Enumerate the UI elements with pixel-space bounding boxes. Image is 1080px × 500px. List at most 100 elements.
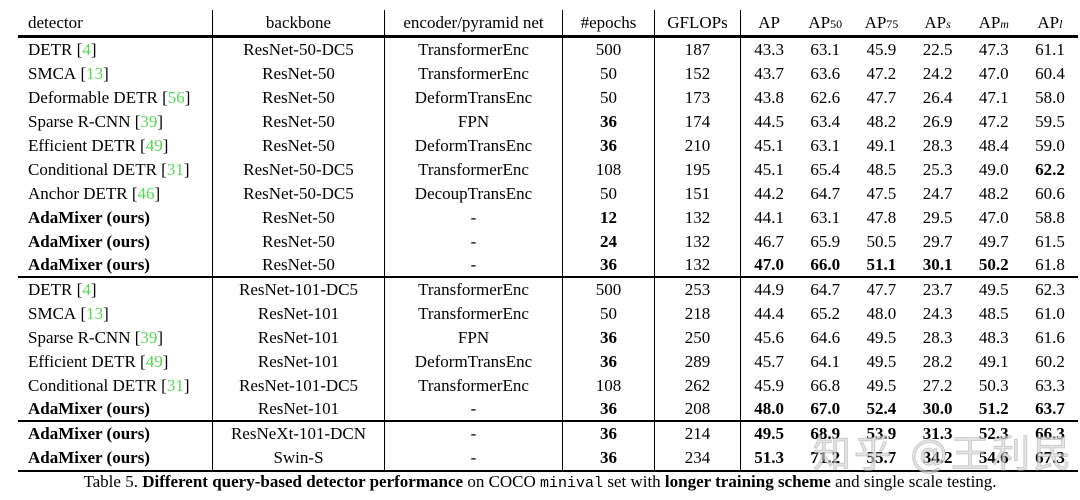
epochs-cell: 500 bbox=[563, 278, 655, 302]
detector-cell: DETR [4] bbox=[18, 278, 213, 302]
metric-cell: 24.2 bbox=[922, 64, 953, 83]
metric-cell: 63.1 bbox=[810, 40, 841, 59]
metric-cell: 61.1 bbox=[1035, 40, 1065, 59]
table-caption: Table 5. Different query-based detector … bbox=[0, 472, 1080, 492]
metric-cell: 24.7 bbox=[922, 184, 953, 203]
epochs-cell: 108 bbox=[563, 374, 655, 398]
ap-label: AP bbox=[758, 12, 780, 32]
metric-cell: 48.5 bbox=[866, 160, 897, 179]
metric-cell: 49.7 bbox=[978, 232, 1009, 251]
detector-cell: Efficient DETR [49] bbox=[18, 350, 213, 374]
backbone-cell: ResNet-101 bbox=[213, 350, 385, 374]
backbone-cell: ResNet-101-DC5 bbox=[213, 374, 385, 398]
encoder-cell: TransformerEnc bbox=[385, 62, 563, 86]
detector-cell: Deformable DETR [56] bbox=[18, 86, 213, 110]
backbone-cell: ResNet-101 bbox=[213, 326, 385, 350]
ap-label: AP bbox=[1037, 12, 1060, 32]
metric-cell: 67.0 bbox=[810, 399, 841, 418]
backbone-cell: Swin-S bbox=[213, 446, 385, 470]
table-header-row: detector backbone encoder/pyramid net #e… bbox=[18, 10, 1078, 38]
metric-cell: 63.1 bbox=[810, 208, 841, 227]
encoder-cell: DeformTransEnc bbox=[385, 350, 563, 374]
table-row: Conditional DETR [31] ResNet-50-DC5 Transf… bbox=[18, 158, 1078, 182]
backbone-cell: ResNet-50 bbox=[213, 134, 385, 158]
ap-label: AP bbox=[978, 12, 1001, 32]
metric-cell: 22.5 bbox=[922, 40, 953, 59]
detector-cell: Sparse R-CNN [39] bbox=[18, 110, 213, 134]
metric-cell: 47.2 bbox=[866, 64, 897, 83]
metric-cell: 30.0 bbox=[922, 399, 953, 418]
encoder-cell: TransformerEnc bbox=[385, 278, 563, 302]
encoder-cell: FPN bbox=[385, 326, 563, 350]
col-header-ap-medium: AP m bbox=[966, 10, 1022, 35]
gflops-cell: 132 bbox=[655, 230, 741, 254]
encoder-cell: DeformTransEnc bbox=[385, 134, 563, 158]
citation-ref: 46 bbox=[137, 184, 155, 203]
metric-cell: 50.5 bbox=[866, 232, 897, 251]
epochs-cell: 36 bbox=[563, 446, 655, 470]
metric-cell: 45.7 bbox=[754, 352, 784, 371]
table-row: AdaMixer (ours) ResNeXt-101-DCN -36 214 49.5… bbox=[18, 422, 1078, 446]
metric-cell: 66.3 bbox=[1035, 424, 1065, 443]
table-row: SMCA [13] ResNet-50 TransformerEnc 50 152 43.… bbox=[18, 62, 1078, 86]
table-row: AdaMixer (ours) Swin-S -36 234 51.3 71.2 55.7 3… bbox=[18, 446, 1078, 470]
col-header-detector: detector bbox=[18, 10, 213, 35]
col-header-backbone: backbone bbox=[213, 10, 385, 35]
ap-subscript: m bbox=[1000, 17, 1009, 31]
epochs-cell: 36 bbox=[563, 110, 655, 134]
metric-cell: 63.6 bbox=[810, 64, 841, 83]
metric-cell: 48.5 bbox=[978, 304, 1009, 323]
gflops-cell: 151 bbox=[655, 182, 741, 206]
metric-cell: 49.1 bbox=[866, 136, 897, 155]
metric-cell: 63.3 bbox=[1035, 376, 1065, 395]
caption-segment: set with bbox=[603, 472, 665, 491]
metric-cell: 63.1 bbox=[810, 136, 841, 155]
metric-cell: 60.6 bbox=[1035, 184, 1065, 203]
detector-cell: AdaMixer (ours) bbox=[18, 398, 213, 420]
metric-cell: 67.3 bbox=[1035, 448, 1065, 467]
metric-cell: 65.4 bbox=[810, 160, 841, 179]
metric-cell: 64.1 bbox=[810, 352, 841, 371]
encoder-cell: - bbox=[385, 446, 563, 470]
citation-ref: 56 bbox=[167, 88, 185, 107]
citation-ref: 49 bbox=[145, 136, 163, 155]
encoder-cell: TransformerEnc bbox=[385, 302, 563, 326]
metric-cell: 49.1 bbox=[978, 352, 1009, 371]
detector-cell: SMCA [13] bbox=[18, 62, 213, 86]
epochs-cell: 36 bbox=[563, 326, 655, 350]
col-header-epochs: #epochs bbox=[563, 10, 655, 35]
ap-subscript: s bbox=[946, 17, 951, 31]
metric-cell: 26.4 bbox=[922, 88, 953, 107]
backbone-cell: ResNet-50-DC5 bbox=[213, 158, 385, 182]
encoder-cell: TransformerEnc bbox=[385, 38, 563, 62]
caption-segment: Table 5. bbox=[83, 472, 143, 491]
epochs-cell: 36 bbox=[563, 134, 655, 158]
epochs-cell: 12 bbox=[563, 206, 655, 230]
backbone-cell: ResNet-50 bbox=[213, 206, 385, 230]
detector-cell: AdaMixer (ours) bbox=[18, 422, 213, 446]
metric-cell: 23.7 bbox=[922, 280, 953, 299]
encoder-cell: TransformerEnc bbox=[385, 374, 563, 398]
metric-cell: 47.7 bbox=[866, 280, 897, 299]
metric-cell: 64.6 bbox=[810, 328, 841, 347]
epochs-cell: 36 bbox=[563, 422, 655, 446]
ap-subscript: 50 bbox=[830, 17, 843, 31]
metric-cell: 54.6 bbox=[978, 448, 1009, 467]
metric-cell: 47.2 bbox=[978, 112, 1009, 131]
metric-cell: 61.6 bbox=[1035, 328, 1065, 347]
citation-ref: 4 bbox=[82, 280, 91, 299]
metric-cell: 31.3 bbox=[922, 424, 953, 443]
gflops-cell: 234 bbox=[655, 446, 741, 470]
col-header-ap75: AP 75 bbox=[853, 10, 909, 35]
epochs-cell: 50 bbox=[563, 302, 655, 326]
gflops-cell: 210 bbox=[655, 134, 741, 158]
backbone-cell: ResNet-50 bbox=[213, 230, 385, 254]
table-row: DETR [4] ResNet-101-DC5 TransformerEnc 500 2… bbox=[18, 278, 1078, 302]
metric-cell: 50.3 bbox=[978, 376, 1009, 395]
metric-cell: 47.7 bbox=[866, 88, 897, 107]
metric-cell: 59.5 bbox=[1035, 112, 1065, 131]
metric-cell: 52.4 bbox=[866, 399, 897, 418]
metric-cell: 63.7 bbox=[1035, 399, 1065, 418]
metric-cell: 45.9 bbox=[754, 376, 784, 395]
table-row: Efficient DETR [49] ResNet-101 DeformTrans… bbox=[18, 350, 1078, 374]
